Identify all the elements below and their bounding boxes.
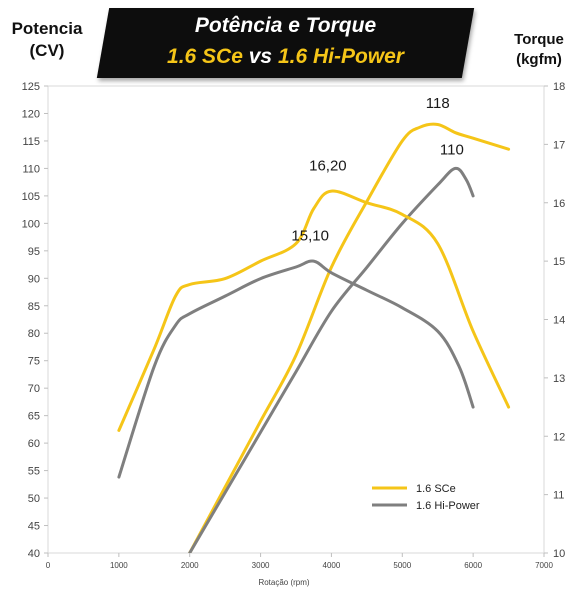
- left-axis-title: Potencia (CV): [8, 18, 86, 62]
- x-tick-label: 4000: [323, 561, 341, 570]
- left-tick-label: 120: [22, 108, 40, 120]
- subtitle-hipower: 1.6 Hi-Power: [277, 45, 404, 68]
- peak-annotation: 16,20: [309, 158, 347, 175]
- x-tick-label: 2000: [181, 561, 199, 570]
- left-tick-label: 95: [28, 246, 40, 258]
- series-line-potencia-1-6-sce: [188, 122, 511, 553]
- right-axis-title-line2: (kgfm): [516, 51, 562, 68]
- peak-annotation: 15,10: [291, 228, 329, 245]
- x-tick-label: 6000: [464, 561, 482, 570]
- x-tick-label: 1000: [110, 561, 128, 570]
- chart-title: Potência e Torque: [194, 14, 377, 37]
- left-tick-label: 40: [28, 548, 40, 560]
- right-tick-label: 14: [553, 315, 565, 327]
- series-line-torque-1-6-hi-power: [117, 259, 475, 479]
- left-tick-label: 50: [28, 493, 40, 505]
- chart-subtitle: 1.6 SCe vs 1.6 Hi-Power: [103, 45, 468, 69]
- right-tick-label: 17: [553, 139, 565, 151]
- left-tick-label: 70: [28, 383, 40, 395]
- left-axis-title-line1: Potencia: [11, 19, 83, 38]
- left-tick-label: 100: [22, 218, 40, 230]
- right-axis-title-line1: Torque: [514, 31, 564, 48]
- subtitle-vs: vs: [242, 45, 278, 68]
- left-tick-label: 105: [22, 191, 40, 203]
- legend-label: 1.6 Hi-Power: [416, 500, 480, 512]
- left-tick-label: 80: [28, 328, 40, 340]
- left-tick-label: 115: [22, 136, 40, 148]
- peak-annotation: 118: [426, 95, 450, 112]
- right-tick-label: 13: [553, 373, 565, 385]
- series-line-torque-1-6-sce: [117, 189, 511, 432]
- series-line-potencia-1-6-hi-power: [188, 166, 475, 553]
- right-tick-label: 15: [553, 256, 565, 268]
- left-tick-label: 55: [28, 466, 40, 478]
- x-tick-label: 0: [46, 561, 51, 570]
- right-tick-label: 18: [553, 81, 565, 93]
- right-tick-label: 16: [553, 198, 565, 210]
- left-tick-label: 110: [22, 163, 40, 175]
- left-tick-label: 85: [28, 301, 40, 313]
- left-tick-label: 45: [28, 521, 40, 533]
- left-tick-label: 75: [28, 356, 40, 368]
- right-tick-label: 11: [553, 490, 564, 502]
- right-tick-label: 10: [553, 548, 565, 560]
- left-tick-label: 90: [28, 273, 40, 285]
- peak-annotation: 110: [440, 142, 464, 159]
- left-axis-title-line2: (CV): [29, 41, 65, 60]
- legend-label: 1.6 SCe: [416, 483, 456, 495]
- x-axis-label: Rotação (rpm): [258, 578, 309, 587]
- right-tick-label: 12: [553, 431, 565, 443]
- subtitle-sce: 1.6 SCe: [167, 45, 243, 68]
- left-tick-label: 60: [28, 438, 40, 450]
- left-tick-label: 65: [28, 411, 40, 423]
- x-tick-label: 5000: [393, 561, 411, 570]
- x-tick-label: 3000: [252, 561, 270, 570]
- left-tick-label: 125: [22, 81, 40, 93]
- right-axis-title: Torque (kgfm): [506, 30, 572, 70]
- x-tick-label: 7000: [535, 561, 553, 570]
